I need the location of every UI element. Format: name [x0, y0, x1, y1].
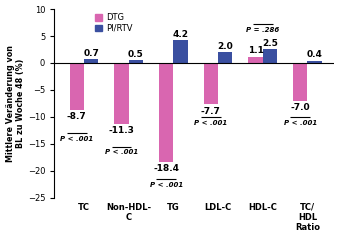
Text: 2.0: 2.0: [217, 42, 233, 51]
Bar: [84, 59, 98, 63]
Text: 0.5: 0.5: [128, 50, 144, 59]
Text: P < .001: P < .001: [105, 149, 138, 155]
Bar: [263, 50, 277, 63]
Text: 0.4: 0.4: [307, 50, 323, 59]
Text: P < .001: P < .001: [284, 120, 317, 126]
Text: -7.0: -7.0: [290, 103, 310, 112]
Bar: [293, 63, 307, 101]
Bar: [204, 63, 218, 104]
Text: P < .001: P < .001: [150, 182, 183, 188]
Bar: [114, 63, 129, 124]
Bar: [218, 52, 232, 63]
Text: 2.5: 2.5: [262, 39, 278, 48]
Text: 4.2: 4.2: [172, 30, 188, 39]
Text: P < .001: P < .001: [194, 120, 227, 126]
Text: -18.4: -18.4: [153, 164, 179, 173]
Bar: [249, 57, 263, 63]
Bar: [129, 60, 143, 63]
Text: 0.7: 0.7: [83, 49, 99, 58]
Text: -11.3: -11.3: [108, 126, 134, 135]
Text: 1.1: 1.1: [248, 46, 264, 55]
Y-axis label: Mittlere Veränderung von
BL zu Woche 48 (%): Mittlere Veränderung von BL zu Woche 48 …: [5, 45, 25, 162]
Bar: [159, 63, 173, 162]
Text: -7.7: -7.7: [201, 107, 221, 116]
Bar: [173, 40, 188, 63]
Legend: DTG, PI/RTV: DTG, PI/RTV: [95, 13, 132, 33]
Bar: [70, 63, 84, 110]
Text: -8.7: -8.7: [67, 112, 87, 121]
Text: P = .286: P = .286: [246, 27, 279, 33]
Text: P < .001: P < .001: [60, 136, 94, 142]
Bar: [307, 61, 322, 63]
